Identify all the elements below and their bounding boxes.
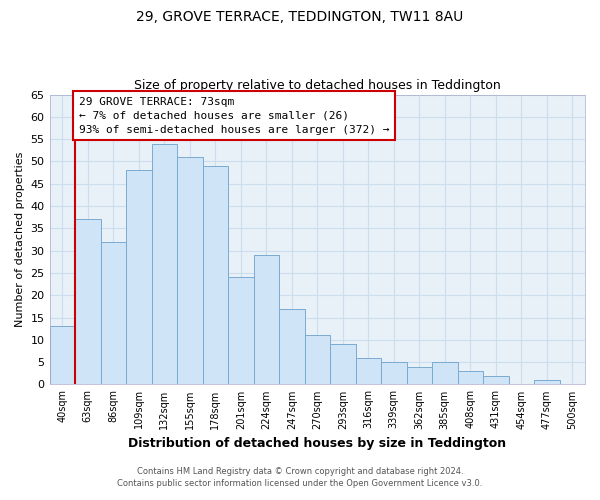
Text: Contains public sector information licensed under the Open Government Licence v3: Contains public sector information licen…	[118, 478, 482, 488]
Bar	[279, 308, 305, 384]
Bar	[152, 144, 177, 384]
Bar	[203, 166, 228, 384]
Bar	[483, 376, 509, 384]
Bar	[75, 220, 101, 384]
Bar	[50, 326, 75, 384]
Bar	[458, 371, 483, 384]
Bar	[381, 362, 407, 384]
Title: Size of property relative to detached houses in Teddington: Size of property relative to detached ho…	[134, 79, 500, 92]
Bar	[126, 170, 152, 384]
Bar	[305, 336, 330, 384]
Bar	[177, 157, 203, 384]
Bar	[228, 278, 254, 384]
Bar	[534, 380, 560, 384]
Bar	[254, 255, 279, 384]
Text: 29 GROVE TERRACE: 73sqm
← 7% of detached houses are smaller (26)
93% of semi-det: 29 GROVE TERRACE: 73sqm ← 7% of detached…	[79, 97, 389, 135]
Bar	[356, 358, 381, 384]
Bar	[101, 242, 126, 384]
Bar	[330, 344, 356, 385]
Y-axis label: Number of detached properties: Number of detached properties	[15, 152, 25, 327]
X-axis label: Distribution of detached houses by size in Teddington: Distribution of detached houses by size …	[128, 437, 506, 450]
Bar	[432, 362, 458, 384]
Bar	[407, 366, 432, 384]
Text: 29, GROVE TERRACE, TEDDINGTON, TW11 8AU: 29, GROVE TERRACE, TEDDINGTON, TW11 8AU	[136, 10, 464, 24]
Text: Contains HM Land Registry data © Crown copyright and database right 2024.: Contains HM Land Registry data © Crown c…	[137, 467, 463, 476]
